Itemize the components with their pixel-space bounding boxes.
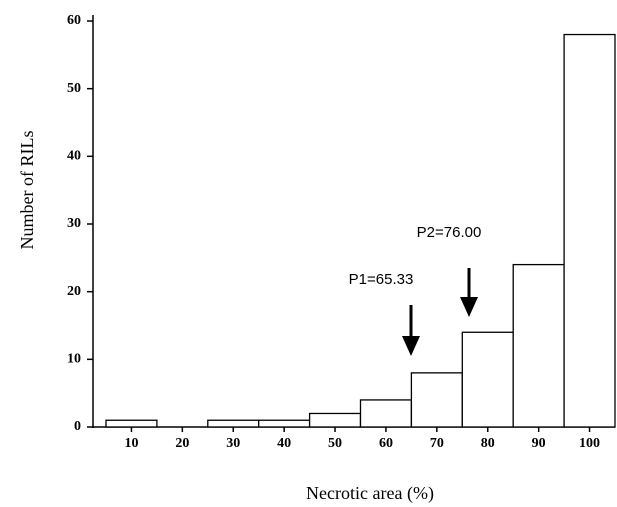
bar — [410, 372, 463, 428]
x-axis-title: Necrotic area (%) — [306, 483, 434, 504]
x-tick-label: 90 — [532, 436, 546, 451]
x-tick-label: 40 — [277, 436, 291, 451]
bar — [258, 419, 311, 428]
y-tick-label: 50 — [67, 81, 81, 96]
y-tick-label: 40 — [67, 149, 81, 164]
annotation: P1=65.33 — [349, 271, 414, 288]
x-tick-label: 50 — [328, 436, 342, 451]
bar — [308, 412, 362, 428]
y-tick-label: 60 — [67, 13, 81, 28]
arrow — [402, 305, 420, 356]
bar — [563, 33, 616, 428]
bar — [512, 263, 565, 428]
bar — [461, 331, 514, 428]
x-tick-label: 20 — [175, 436, 189, 451]
y-tick-label: 10 — [67, 352, 81, 367]
x-tick-label: 10 — [124, 436, 138, 451]
annotation: P2=76.00 — [417, 224, 482, 241]
x-tick-label: 80 — [481, 436, 495, 451]
arrow — [460, 268, 478, 317]
y-tick-label: 20 — [67, 284, 81, 299]
bar — [207, 419, 260, 428]
y-tick-label: 0 — [74, 419, 81, 434]
y-axis-title: Number of RILs — [17, 131, 37, 250]
x-tick-label: 60 — [379, 436, 393, 451]
x-tick-label: 30 — [226, 436, 240, 451]
y-tick-label: 30 — [67, 216, 81, 231]
bar — [359, 399, 413, 428]
x-tick-label: 70 — [430, 436, 444, 451]
bar — [105, 419, 158, 428]
x-tick-label: 100 — [579, 436, 600, 451]
